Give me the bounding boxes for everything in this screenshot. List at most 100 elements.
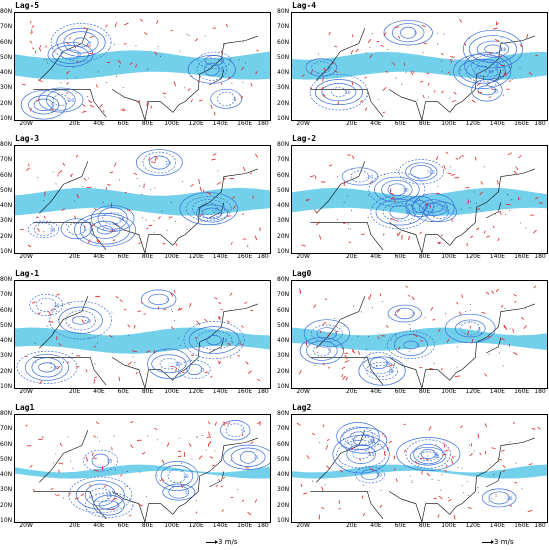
significance-dot	[196, 345, 198, 347]
wind-vector	[420, 80, 424, 83]
wind-vector	[313, 304, 317, 309]
significance-dot	[178, 437, 180, 439]
wind-vector	[198, 179, 200, 184]
latitude-tick-label: 50N	[277, 53, 290, 61]
longitude-tick-label: 140E	[489, 522, 506, 529]
significance-dot	[58, 319, 59, 320]
significance-dot	[72, 467, 74, 469]
latitude-tick-label: 50N	[0, 53, 13, 61]
wind-vector	[453, 514, 456, 520]
wind-vector	[230, 241, 233, 245]
wind-vector	[148, 224, 153, 227]
significance-dot	[34, 342, 36, 344]
longitude-tick-label: 120E	[188, 253, 204, 260]
wind-vector	[210, 104, 213, 109]
wind-vector	[39, 45, 42, 48]
wind-vector	[30, 107, 32, 112]
wind-vector	[464, 42, 467, 46]
wind-vector	[178, 307, 181, 311]
significance-dot	[153, 351, 155, 353]
contour-line	[383, 20, 433, 46]
wind-vector	[316, 221, 321, 226]
wind-vector	[232, 196, 236, 199]
significance-dot	[241, 97, 243, 99]
contour-line	[381, 180, 413, 200]
longitude-tick-label: 20W	[19, 388, 33, 395]
significance-dot	[375, 365, 377, 367]
significance-dot	[509, 209, 511, 211]
wind-vector	[25, 167, 30, 171]
contour-line	[403, 340, 419, 350]
wind-vector	[211, 158, 216, 161]
contour-line	[33, 222, 54, 237]
longitude-tick-label: 20W	[19, 120, 33, 127]
longitude-tick-label: 180	[257, 388, 269, 395]
significance-dot	[109, 48, 111, 50]
latitude-tick-label: 10N	[0, 248, 13, 255]
longitude-tick-label: 40E	[93, 253, 105, 260]
significance-dot	[504, 307, 506, 309]
wind-vector	[435, 156, 439, 161]
significance-dot	[228, 210, 229, 212]
contour-line	[187, 55, 236, 84]
significance-dot	[316, 351, 318, 353]
wind-vector	[153, 349, 156, 354]
wind-vector	[204, 318, 208, 322]
wind-vector	[351, 155, 355, 160]
contour-label: -5	[200, 367, 205, 373]
wind-vector	[31, 301, 36, 304]
significance-dot	[395, 77, 397, 79]
contour-label: -10	[67, 98, 74, 104]
wind-vector	[426, 472, 431, 477]
contour-line	[387, 304, 422, 323]
wind-vector	[441, 90, 444, 94]
wind-vector	[208, 431, 210, 436]
significance-dot	[205, 449, 207, 451]
wind-vector	[433, 89, 436, 93]
latitude-tick-label: 20N	[277, 232, 290, 240]
wind-vector	[247, 370, 253, 375]
wind-vector	[62, 162, 66, 166]
significance-dot	[495, 213, 496, 215]
contour-line	[79, 215, 131, 245]
wind-vector	[220, 50, 224, 54]
jet-stream-shading	[292, 464, 547, 479]
wind-vector	[207, 421, 211, 425]
latitude-tick-label: 80N	[277, 8, 290, 15]
significance-dot	[502, 94, 504, 96]
contour-line	[230, 447, 266, 467]
longitude-tick-label: 160E	[237, 253, 253, 260]
significance-dot	[73, 317, 75, 319]
latitude-tick-label: 50N	[0, 321, 13, 329]
wind-vector	[148, 157, 151, 161]
contour-label: -5	[218, 211, 223, 217]
wind-vector	[319, 330, 322, 333]
significance-dot	[525, 227, 527, 229]
significance-dot	[229, 321, 231, 323]
wind-vector	[96, 239, 101, 243]
wind-vector	[390, 217, 395, 220]
significance-dot	[105, 35, 107, 37]
longitude-tick-label: 120E	[465, 522, 481, 529]
significance-dot	[463, 492, 465, 494]
wind-vector	[334, 45, 338, 48]
significance-dot	[63, 362, 65, 364]
contour-line	[217, 91, 236, 106]
contour-label: 10	[376, 473, 382, 479]
coastline	[310, 161, 535, 253]
wind-vector	[161, 477, 165, 482]
contour-line	[239, 450, 257, 464]
reference-value: 3	[218, 538, 223, 546]
wind-vector	[350, 50, 353, 55]
wind-vector	[123, 308, 127, 311]
wind-vector	[503, 72, 506, 76]
significance-dot	[483, 166, 485, 168]
wind-vector	[65, 42, 70, 45]
wind-vector	[83, 225, 86, 228]
contour-line	[20, 90, 67, 120]
wind-vector	[31, 25, 35, 28]
longitude-tick-label: 80E	[418, 522, 431, 529]
wind-vector	[301, 74, 305, 77]
